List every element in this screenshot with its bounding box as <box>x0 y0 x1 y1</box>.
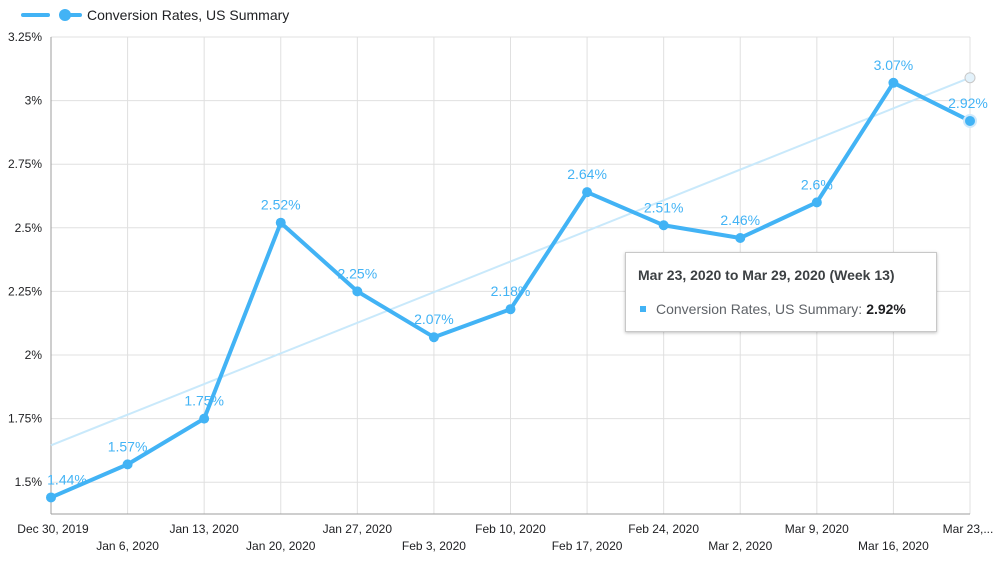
data-label: 2.92% <box>948 95 988 111</box>
x-tick-label: Jan 20, 2020 <box>246 539 316 553</box>
trendline-line <box>50 76 971 447</box>
tooltip: Mar 23, 2020 to Mar 29, 2020 (Week 13) C… <box>625 252 937 332</box>
data-series[interactable] <box>46 77 977 503</box>
y-tick-label: 3.25% <box>8 30 42 44</box>
data-label: 1.44% <box>47 471 87 487</box>
data-label: 2.64% <box>567 166 607 182</box>
data-label: 2.18% <box>491 283 531 299</box>
x-tick-label: Mar 16, 2020 <box>858 539 929 553</box>
data-label: 2.25% <box>337 265 377 281</box>
data-label: 2.6% <box>801 176 833 192</box>
data-label: 2.46% <box>720 212 760 228</box>
tooltip-value: 2.92% <box>866 301 906 317</box>
data-point[interactable] <box>428 332 439 343</box>
data-point[interactable] <box>963 113 977 128</box>
y-tick-label: 1.75% <box>8 412 42 426</box>
data-label: 2.07% <box>414 311 454 327</box>
x-tick-label: Mar 9, 2020 <box>785 522 849 536</box>
x-tick-label: Feb 3, 2020 <box>402 539 466 553</box>
data-point[interactable] <box>275 217 286 228</box>
legend-label: Conversion Rates, US Summary <box>87 7 289 23</box>
x-tick-label: Dec 30, 2019 <box>17 522 89 536</box>
data-point[interactable] <box>199 413 210 424</box>
data-label: 2.52% <box>261 197 301 213</box>
y-tick-label: 1.5% <box>15 475 43 489</box>
y-tick-label: 2.5% <box>15 221 43 235</box>
legend[interactable]: Conversion Rates, US Summary <box>21 7 289 23</box>
tooltip-row: Conversion Rates, US Summary: 2.92% <box>638 301 924 317</box>
tooltip-title: Mar 23, 2020 to Mar 29, 2020 (Week 13) <box>638 267 895 283</box>
data-label: 1.75% <box>184 393 224 409</box>
x-tick-label: Jan 13, 2020 <box>169 522 239 536</box>
data-point[interactable] <box>46 492 56 503</box>
data-point[interactable] <box>888 77 899 88</box>
data-labels: 1.44% 1.57% 1.75% 2.52% 2.25% 2.07% 2.18% 2.64%… <box>47 57 988 488</box>
data-label: 2.51% <box>644 199 684 215</box>
y-tick-label: 3% <box>25 94 43 108</box>
y-tick-label: 2.75% <box>8 157 42 171</box>
data-point[interactable] <box>658 220 669 231</box>
data-point[interactable] <box>811 197 822 208</box>
data-point[interactable] <box>505 304 516 315</box>
x-tick-label: Feb 10, 2020 <box>475 522 546 536</box>
data-label: 3.07% <box>874 57 914 73</box>
tooltip-series-label: Conversion Rates, US Summary: <box>656 301 863 317</box>
x-tick-label: Jan 27, 2020 <box>323 522 393 536</box>
data-label: 1.57% <box>108 438 148 454</box>
data-point[interactable] <box>582 187 593 198</box>
x-tick-label: Jan 6, 2020 <box>96 539 159 553</box>
x-tick-label: Mar 23,... <box>943 522 994 536</box>
x-tick-label: Mar 2, 2020 <box>708 539 772 553</box>
data-point[interactable] <box>352 286 363 297</box>
axes: 1.5% 1.75% 2% 2.25% 2.5% 2.75% 3% 3.25% Dec 30, … <box>8 30 993 553</box>
x-tick-label: Feb 24, 2020 <box>628 522 699 536</box>
data-point[interactable] <box>122 459 133 470</box>
y-tick-label: 2.25% <box>8 284 42 298</box>
data-point[interactable] <box>735 232 746 243</box>
y-tick-label: 2% <box>25 348 43 362</box>
trendline-end-marker <box>964 72 976 84</box>
x-tick-label: Feb 17, 2020 <box>552 539 623 553</box>
tooltip-series-swatch <box>640 306 646 312</box>
trendline <box>50 72 976 447</box>
